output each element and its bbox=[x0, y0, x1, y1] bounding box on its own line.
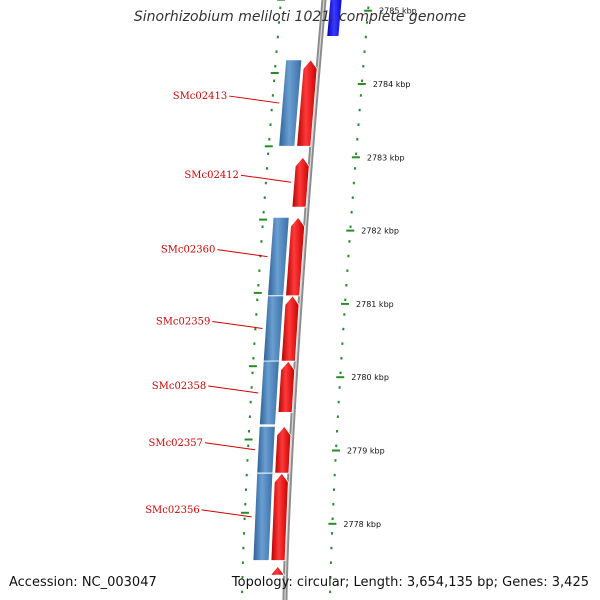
forward-cds-3[interactable] bbox=[280, 295, 300, 362]
forward-cds-7[interactable] bbox=[270, 565, 285, 577]
reverse-cds-SMc02359[interactable] bbox=[262, 295, 285, 362]
forward-cds-0[interactable] bbox=[296, 59, 318, 147]
forward-cds-6[interactable] bbox=[270, 472, 289, 561]
gene-label[interactable]: SMc02356 bbox=[145, 505, 200, 516]
other-feature-0[interactable] bbox=[326, 0, 343, 37]
gene-leader-line bbox=[240, 174, 291, 183]
gene-label[interactable]: SMc02413 bbox=[173, 91, 228, 102]
tick-label: 2778 kbp bbox=[343, 520, 381, 529]
gene-label[interactable]: SMc02358 bbox=[152, 381, 207, 392]
genome-backbone-highlight bbox=[284, 0, 325, 600]
gene-label[interactable]: SMc02357 bbox=[148, 438, 203, 449]
tick-ring-inner bbox=[241, 6, 282, 594]
forward-cds-4[interactable] bbox=[277, 360, 296, 413]
tick-label: 2785 kbp bbox=[379, 7, 417, 16]
forward-cds-1[interactable] bbox=[291, 156, 310, 208]
topology-text: Topology: circular; Length: 3,654,135 bp… bbox=[231, 575, 589, 590]
gene-leader-line bbox=[229, 95, 280, 104]
forward-cds-5[interactable] bbox=[274, 425, 292, 474]
tick-label: 2780 kbp bbox=[351, 373, 389, 382]
tick-label: 2779 kbp bbox=[347, 447, 385, 456]
accession-text: Accession: NC_003047 bbox=[9, 575, 157, 590]
forward-cds-2[interactable] bbox=[285, 216, 306, 297]
reverse-cds-SMc02357[interactable] bbox=[256, 425, 276, 474]
tick-label: 2783 kbp bbox=[367, 153, 405, 162]
gene-leader-line bbox=[204, 442, 256, 451]
gene-label[interactable]: SMc02359 bbox=[156, 316, 211, 327]
gene-label[interactable]: SMc02360 bbox=[161, 245, 216, 256]
gene-leader-line bbox=[201, 509, 252, 518]
gene-leader-line bbox=[217, 249, 268, 258]
map-title: Sinorhizobium meliloti 1021, complete ge… bbox=[133, 9, 467, 25]
reverse-cds-SMc02360[interactable] bbox=[267, 216, 290, 297]
tick-label: 2784 kbp bbox=[373, 80, 411, 89]
reverse-cds-SMc02356[interactable] bbox=[252, 472, 274, 561]
gene-leader-line bbox=[208, 385, 259, 394]
reverse-cds-SMc02413[interactable] bbox=[278, 59, 303, 147]
reverse-cds-SMc02358[interactable] bbox=[258, 360, 280, 426]
tick-label: 2781 kbp bbox=[356, 300, 394, 309]
tick-ring-outer bbox=[329, 6, 370, 594]
gene-label[interactable]: SMc02412 bbox=[184, 170, 239, 181]
tick-label: 2782 kbp bbox=[361, 227, 399, 236]
gene-leader-line bbox=[212, 320, 263, 329]
